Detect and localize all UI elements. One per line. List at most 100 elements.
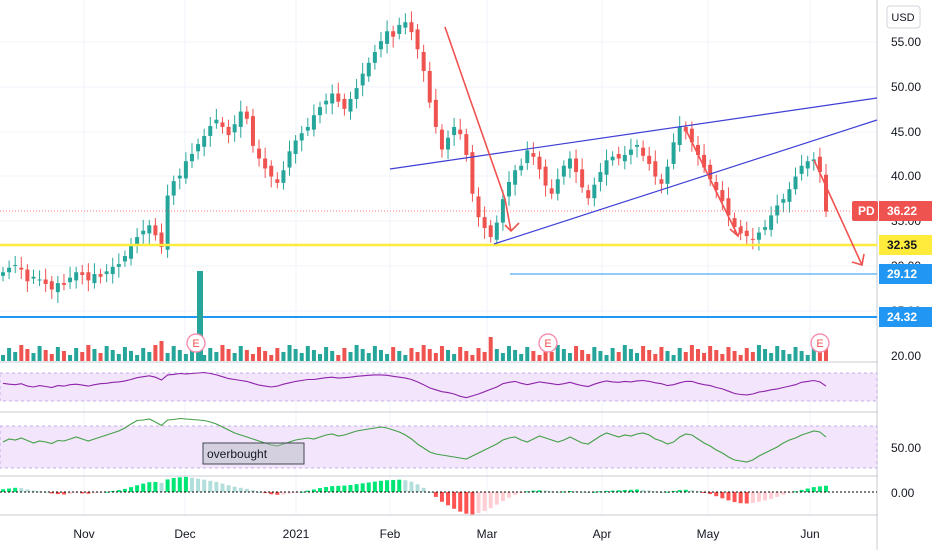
volume-bar [110, 350, 115, 361]
volume-bar [409, 348, 414, 361]
candle-body [385, 31, 390, 44]
candle-body [92, 274, 97, 284]
candle-body [470, 152, 475, 194]
volume-bar [714, 350, 719, 361]
earnings-marker-3[interactable]: E [810, 333, 830, 353]
macd-bar [366, 482, 371, 492]
time-axis[interactable]: Nov Dec 2021 Feb Mar Apr May Jun [73, 527, 819, 541]
candle-body [665, 166, 670, 184]
candle-body [129, 245, 134, 259]
candle-body [354, 88, 359, 99]
volume-bar [86, 345, 91, 361]
macd-bar [281, 492, 286, 495]
candle-body [720, 190, 725, 201]
volume-bar [482, 352, 487, 361]
macd-bar [793, 491, 798, 493]
volume-bar [824, 345, 828, 361]
macd-bar [671, 490, 676, 492]
macd-bar [799, 489, 804, 492]
volume-bar [366, 353, 371, 361]
volume-bar [232, 353, 237, 361]
macd-bar [433, 492, 438, 497]
time-tick-feb: Feb [380, 527, 401, 541]
candle-body [263, 158, 268, 169]
volume-bar [458, 347, 463, 361]
macd-bar [257, 491, 262, 493]
volume-bar [470, 355, 475, 361]
price-tick-20: 20.00 [891, 349, 921, 363]
macd-bar [141, 483, 146, 492]
macd-bar [116, 490, 121, 492]
candle-body [799, 165, 804, 174]
volume-bar [68, 355, 73, 361]
volume-bar [318, 354, 323, 361]
stoch-band [0, 425, 878, 469]
volume-bar [287, 345, 292, 361]
macd-bar [342, 485, 347, 492]
macd-bar [506, 492, 511, 498]
candle-body [421, 52, 426, 71]
macd-bar [628, 489, 633, 492]
candle-body [500, 199, 505, 223]
macd-bar [561, 491, 566, 493]
candle-body [525, 150, 530, 164]
time-tick-2021: 2021 [283, 527, 310, 541]
earnings-marker-2[interactable]: E [538, 333, 558, 353]
volume-bar [446, 350, 451, 361]
candle-body [677, 126, 682, 145]
volume-bar [738, 355, 743, 361]
last-price-tag[interactable]: 36.22 [879, 201, 932, 221]
level-tag-24-32[interactable]: 24.32 [879, 307, 932, 327]
volume-bar [763, 349, 768, 361]
earnings-marker-1[interactable]: E [186, 333, 206, 353]
macd-bar [165, 479, 170, 492]
volume-bar [799, 351, 804, 361]
volume-bar [567, 353, 572, 361]
volume-bar [580, 350, 585, 361]
volume-bar [494, 349, 499, 361]
macd-bar [635, 489, 640, 492]
volume-bar [311, 350, 316, 361]
macd-bar [781, 492, 786, 495]
candle-body [159, 232, 164, 247]
macd-bar [1, 489, 5, 492]
macd-bar [208, 480, 213, 492]
wedge-trendlines[interactable] [389, 97, 878, 245]
volume-bar [61, 351, 66, 361]
earnings-markers[interactable]: E E E [186, 333, 830, 353]
macd-bar [110, 490, 115, 492]
macd-bar [244, 488, 249, 492]
macd-bar [811, 487, 816, 492]
time-tick-may: May [697, 527, 720, 541]
symbol-tag[interactable]: PD [852, 201, 878, 221]
level-tag-32-35[interactable]: 32.35 [879, 235, 932, 255]
currency-badge[interactable]: USD [886, 5, 921, 29]
candle-body [744, 230, 749, 237]
volume-bar [378, 350, 383, 361]
red-drawn-arrows[interactable] [444, 26, 865, 267]
volume-bar [726, 347, 731, 361]
macd-bar [409, 481, 414, 492]
macd-bar [354, 484, 359, 492]
candle-body [403, 22, 408, 28]
volume-bar [787, 354, 792, 361]
candle-body [250, 116, 255, 146]
level-tag-29-12[interactable]: 29.12 [879, 264, 932, 284]
candle-body [732, 218, 737, 228]
candle-body [208, 126, 213, 136]
volume-bar [226, 349, 231, 361]
macd-bar [708, 492, 713, 495]
candle-body [695, 144, 700, 155]
volume-bar [299, 353, 304, 361]
price-axis[interactable]: USD 55.00 50.00 45.00 40.00 35.00 30.00 … [852, 0, 932, 550]
candle-body [257, 148, 262, 159]
volume-bar [616, 352, 621, 361]
macd-bar [476, 492, 481, 513]
candle-body [116, 264, 121, 267]
volume-bar [391, 347, 396, 361]
overbought-note[interactable]: overbought [202, 442, 305, 465]
macd-bar [159, 482, 164, 492]
volume-bar [153, 345, 158, 361]
svg-text:PD: PD [858, 204, 875, 218]
